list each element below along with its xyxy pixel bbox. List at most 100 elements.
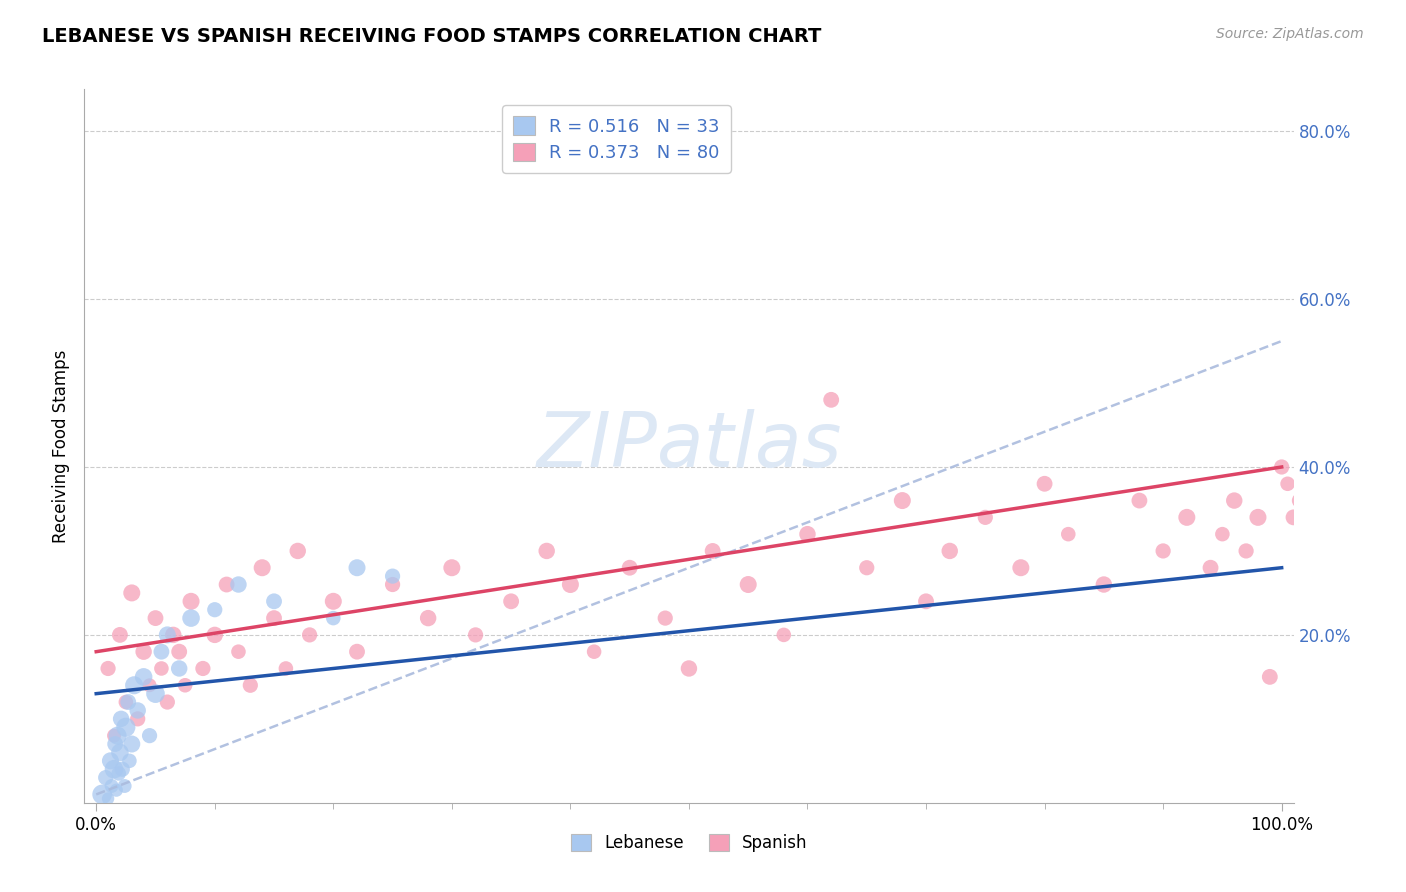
Point (346, 645, 368, 659)
Point (855, 560, 877, 574)
Point (1277, 476, 1299, 491)
Point (1301, 476, 1323, 491)
Point (1247, 510, 1270, 524)
Point (228, 577, 250, 591)
Point (322, 611, 344, 625)
Point (1199, 560, 1222, 574)
Point (1365, 443, 1388, 458)
Point (381, 569, 404, 583)
Point (104, 737, 127, 751)
Point (138, 729, 160, 743)
Point (145, 687, 167, 701)
Point (91, 788, 114, 802)
Point (1312, 493, 1334, 508)
Point (97, 661, 120, 675)
Point (228, 645, 250, 659)
Point (1152, 544, 1174, 558)
Point (180, 611, 202, 625)
Point (1128, 493, 1150, 508)
Point (346, 560, 368, 574)
Point (108, 746, 131, 760)
Point (1211, 527, 1233, 541)
Point (322, 594, 344, 608)
Point (115, 720, 138, 734)
Text: Source: ZipAtlas.com: Source: ZipAtlas.com (1216, 27, 1364, 41)
Point (150, 661, 173, 675)
Y-axis label: Receiving Food Stamps: Receiving Food Stamps (52, 350, 70, 542)
Point (1092, 577, 1115, 591)
Point (111, 762, 134, 776)
Point (115, 695, 138, 709)
Point (110, 712, 132, 726)
Point (440, 560, 463, 574)
Point (1282, 510, 1305, 524)
Point (1288, 493, 1310, 508)
Point (974, 510, 997, 524)
Point (654, 611, 676, 625)
Point (100, 754, 122, 768)
Point (107, 729, 129, 743)
Point (1336, 493, 1358, 508)
Point (162, 628, 184, 642)
Point (100, 779, 122, 793)
Point (464, 628, 486, 642)
Point (127, 712, 149, 726)
Point (121, 586, 143, 600)
Point (298, 628, 321, 642)
Point (1371, 493, 1393, 508)
Point (678, 661, 700, 675)
Point (915, 594, 938, 608)
Point (1057, 527, 1080, 541)
Point (274, 661, 297, 675)
Point (145, 611, 167, 625)
Point (1010, 560, 1032, 574)
Point (1175, 510, 1198, 524)
Point (121, 737, 143, 751)
Point (1330, 527, 1353, 541)
Point (583, 645, 606, 659)
Point (501, 594, 523, 608)
Point (263, 611, 285, 625)
Point (191, 661, 214, 675)
Point (103, 762, 125, 776)
Point (1294, 527, 1316, 541)
Point (1234, 544, 1257, 558)
Point (1376, 476, 1399, 491)
Point (1033, 476, 1056, 491)
Point (107, 766, 129, 780)
Point (127, 703, 149, 717)
Point (1271, 460, 1294, 475)
Point (180, 594, 202, 608)
Point (103, 729, 125, 743)
Point (287, 544, 309, 558)
Point (94, 771, 117, 785)
Point (891, 493, 914, 508)
Point (418, 611, 440, 625)
Point (122, 678, 145, 692)
Point (167, 661, 190, 675)
Point (1341, 560, 1364, 574)
Legend: Lebanese, Spanish: Lebanese, Spanish (564, 827, 814, 859)
Point (97, 791, 120, 805)
Text: LEBANESE VS SPANISH RECEIVING FOOD STAMPS CORRELATION CHART: LEBANESE VS SPANISH RECEIVING FOOD STAMP… (42, 27, 821, 45)
Point (1306, 544, 1329, 558)
Point (263, 594, 285, 608)
Point (1223, 493, 1246, 508)
Point (156, 628, 179, 642)
Point (1324, 476, 1347, 491)
Point (108, 628, 131, 642)
Point (204, 628, 226, 642)
Point (156, 695, 179, 709)
Point (820, 392, 842, 407)
Point (381, 577, 404, 591)
Point (702, 544, 724, 558)
Point (560, 577, 582, 591)
Point (938, 544, 960, 558)
Point (1360, 510, 1382, 524)
Point (132, 670, 155, 684)
Point (105, 783, 128, 797)
Point (114, 779, 136, 793)
Point (1354, 476, 1376, 491)
Point (737, 577, 759, 591)
Point (138, 678, 160, 692)
